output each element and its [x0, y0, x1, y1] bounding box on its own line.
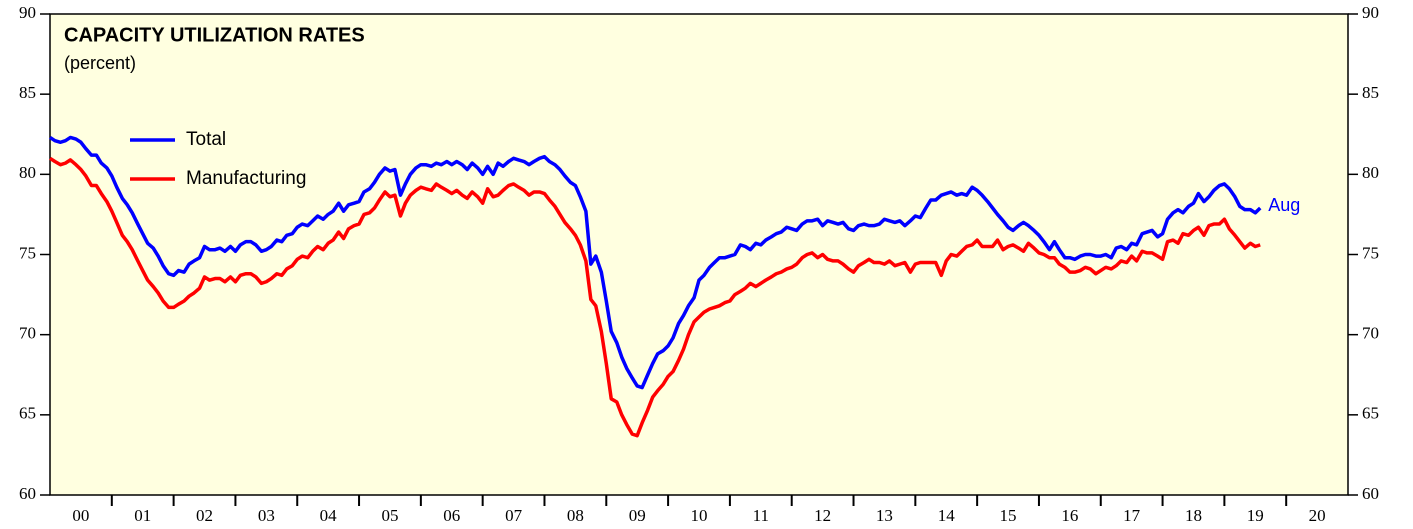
x-tick-label: 16 — [1061, 506, 1078, 525]
y-tick-label: 90 — [19, 3, 36, 22]
annotation: Aug — [1268, 195, 1300, 215]
x-tick-label: 05 — [381, 506, 398, 525]
y-tick-label: 85 — [19, 83, 36, 102]
x-tick-label: 12 — [814, 506, 831, 525]
y2-tick-label: 80 — [1362, 163, 1379, 182]
y2-tick-label: 75 — [1362, 243, 1379, 262]
x-tick-label: 00 — [72, 506, 89, 525]
y-tick-label: 70 — [19, 324, 36, 343]
chart-subtitle: (percent) — [64, 53, 136, 73]
y2-tick-label: 65 — [1362, 404, 1379, 423]
x-tick-label: 01 — [134, 506, 151, 525]
x-tick-label: 06 — [443, 506, 460, 525]
y-tick-label: 65 — [19, 404, 36, 423]
x-tick-label: 17 — [1123, 506, 1141, 525]
y-tick-label: 80 — [19, 163, 36, 182]
x-tick-label: 15 — [1000, 506, 1017, 525]
x-tick-label: 13 — [876, 506, 893, 525]
chart-title: CAPACITY UTILIZATION RATES — [64, 24, 365, 46]
legend-label: Manufacturing — [186, 168, 306, 189]
series-line — [49, 156, 1261, 438]
x-tick-label: 07 — [505, 506, 523, 525]
series-line — [49, 135, 1262, 390]
y2-tick-label: 70 — [1362, 324, 1379, 343]
y2-tick-label: 90 — [1362, 3, 1379, 22]
x-tick-label: 09 — [629, 506, 646, 525]
y-tick-label: 60 — [19, 484, 36, 503]
y-tick-label: 75 — [19, 243, 36, 262]
x-tick-label: 03 — [258, 506, 275, 525]
x-tick-label: 04 — [320, 506, 338, 525]
x-tick-label: 20 — [1309, 506, 1326, 525]
x-tick-label: 14 — [938, 506, 956, 525]
x-tick-label: 02 — [196, 506, 213, 525]
legend-label: Total — [186, 129, 226, 150]
y2-tick-label: 60 — [1362, 484, 1379, 503]
x-tick-label: 11 — [753, 506, 769, 525]
x-tick-label: 18 — [1185, 506, 1202, 525]
x-tick-label: 19 — [1247, 506, 1264, 525]
x-tick-label: 10 — [691, 506, 708, 525]
y2-tick-label: 85 — [1362, 83, 1379, 102]
x-tick-label: 08 — [567, 506, 584, 525]
